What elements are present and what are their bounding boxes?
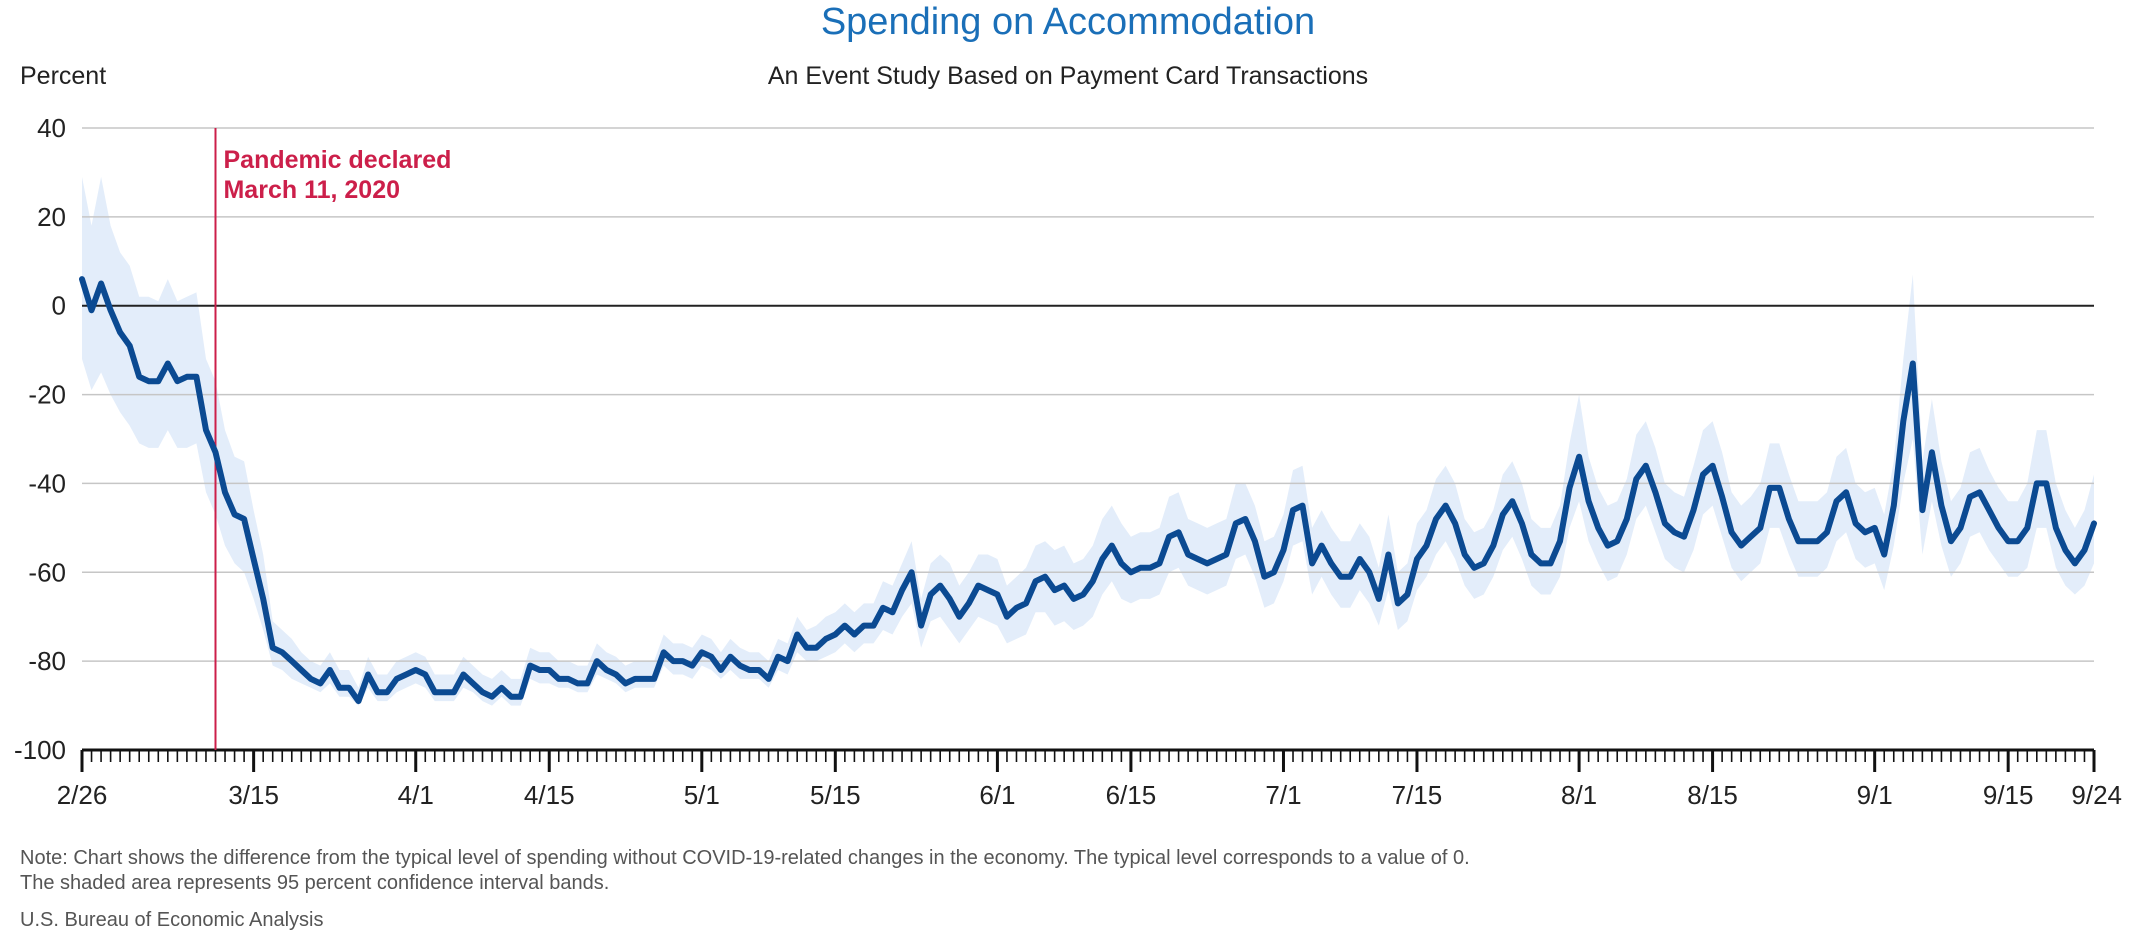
y-tick-label: 0	[52, 291, 66, 321]
chart-title: Spending on Accommodation	[821, 1, 1315, 43]
series-line-layer	[79, 276, 2097, 705]
y-tick-label: -20	[28, 380, 66, 410]
y-axis-label: Percent	[20, 62, 106, 90]
x-tick-label: 7/15	[1392, 780, 1443, 810]
chart-subtitle: An Event Study Based on Payment Card Tra…	[768, 62, 1368, 90]
grid-layer	[82, 127, 2094, 662]
x-tick-label: 8/15	[1687, 780, 1738, 810]
x-tick-label: 3/15	[228, 780, 279, 810]
footnote-line2: The shaded area represents 95 percent co…	[20, 872, 609, 894]
x-tick-label: 8/1	[1561, 780, 1597, 810]
x-tick-label: 5/1	[684, 780, 720, 810]
confidence-band	[82, 176, 2094, 706]
x-tick-label: 9/1	[1857, 780, 1893, 810]
x-tick-label: 4/15	[524, 780, 575, 810]
x-tick-label: 5/15	[810, 780, 861, 810]
x-tick-label: 9/24	[2071, 780, 2122, 810]
y-tick-label: 40	[37, 113, 66, 143]
y-tick-labels: 40 20 0 -20 -40 -60 -80 -100	[14, 113, 66, 765]
y-tick-label: 20	[37, 202, 66, 232]
y-tick-label: -80	[28, 646, 66, 676]
y-tick-label: -100	[14, 735, 66, 765]
footnote-line1: Note: Chart shows the difference from th…	[20, 847, 1470, 869]
source-label: U.S. Bureau of Economic Analysis	[20, 909, 323, 931]
x-tick-label: 4/1	[398, 780, 434, 810]
event-label-line2: March 11, 2020	[223, 176, 400, 204]
x-tick-label: 7/1	[1265, 780, 1301, 810]
x-tick-label: 9/15	[1983, 780, 2034, 810]
x-tick-label: 6/1	[979, 780, 1015, 810]
y-tick-label: -60	[28, 557, 66, 587]
confidence-band-layer	[82, 176, 2094, 706]
event-label-line1: Pandemic declared	[223, 146, 451, 174]
x-axis: 2/26 3/15 4/1 4/15 5/1 5/15 6/1 6/15 7/1 7/15 8/1 8…	[57, 748, 2122, 810]
series-line	[79, 276, 2097, 705]
x-tick-label: 6/15	[1106, 780, 1157, 810]
y-tick-label: -40	[28, 468, 66, 498]
x-tick-label: 2/26	[57, 780, 108, 810]
event-marker: Pandemic declared March 11, 2020	[214, 128, 451, 750]
